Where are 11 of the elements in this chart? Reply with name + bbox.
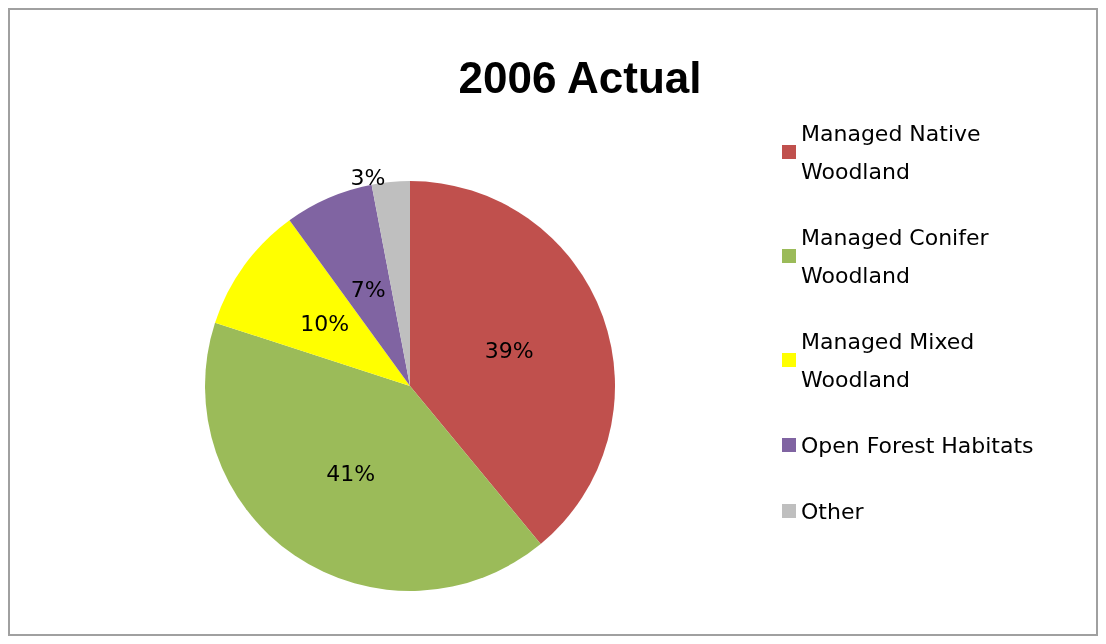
legend-label: Managed Conifer Woodland [801,224,996,288]
data-label: 7% [350,276,386,302]
legend-label: Managed Mixed Woodland [801,328,982,392]
data-label: 41% [326,460,376,486]
legend-label: Open Forest Habitats [801,432,1034,458]
data-label: 10% [300,311,350,337]
data-label: 3% [350,165,386,191]
legend-label: Managed Native Woodland [801,120,988,184]
chart-title: 2006 Actual [458,52,702,102]
data-label: 39% [484,337,534,363]
legend-label: Other [801,498,865,524]
